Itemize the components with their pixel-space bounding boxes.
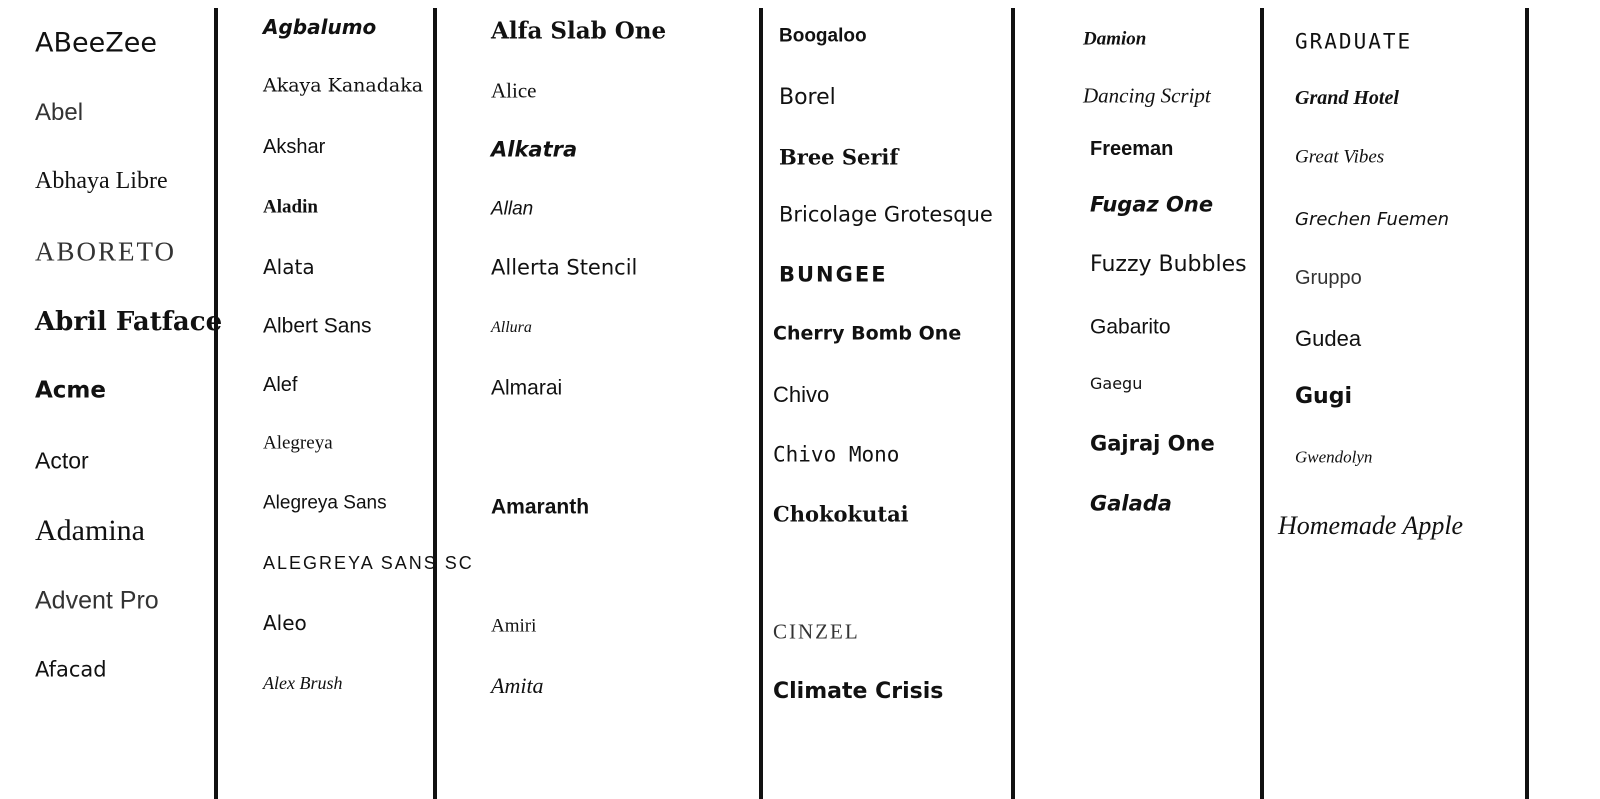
font-name-label: Dancing Script [1083, 83, 1211, 108]
font-name-label: Abril Fatface [35, 307, 223, 337]
font-name-label: Almarai [491, 376, 563, 400]
font-name-label: ABORETO [35, 236, 177, 267]
font-name-label: Boogaloo [779, 25, 867, 47]
font-name-label: Gugi [1295, 384, 1353, 409]
font-name-label: Amita [491, 673, 544, 698]
font-name-label: Allan [491, 198, 534, 220]
font-name-label: Gajraj One [1090, 431, 1215, 456]
font-name-label: Homemade Apple [1278, 511, 1464, 540]
column-divider [1260, 8, 1264, 799]
font-name-label: Albert Sans [263, 314, 372, 338]
font-name-label: Climate Crisis [773, 679, 944, 704]
font-name-label: Grechen Fuemen [1295, 209, 1450, 230]
font-name-label: Allura [491, 319, 532, 336]
font-name-label: Agbalumo [263, 15, 377, 39]
font-name-label: Amiri [491, 615, 537, 637]
column-divider [759, 8, 763, 799]
font-name-label: Alegreya Sans SC [263, 553, 474, 573]
font-name-label: Alice [491, 78, 537, 103]
font-name-label: Damion [1083, 28, 1147, 50]
font-name-label: Freeman [1090, 138, 1174, 160]
font-name-label: Chivo Mono [773, 442, 900, 467]
column-divider [1525, 8, 1529, 799]
font-name-label: BUNGEE [779, 262, 888, 287]
font-name-label: Chokokutai [773, 501, 909, 527]
font-name-label: ABeeZee [35, 27, 157, 59]
font-name-label: GRADUATE [1295, 29, 1413, 54]
font-name-label: Gabarito [1090, 315, 1171, 339]
font-name-label: Akaya Kanadaka [263, 74, 424, 97]
font-name-label: Amaranth [491, 495, 590, 519]
font-name-label: Acme [35, 377, 106, 404]
font-name-label: Abhaya Libre [35, 168, 168, 194]
font-name-label: Abel [35, 99, 84, 126]
font-name-label: Gwendolyn [1295, 447, 1373, 467]
column-divider [1011, 8, 1015, 799]
font-name-label: Aladin [263, 196, 318, 218]
font-name-label: Alata [263, 255, 315, 279]
font-name-label: Gudea [1295, 326, 1362, 351]
font-name-label: Gaegu [1090, 374, 1143, 393]
font-name-label: Bricolage Grotesque [779, 202, 993, 227]
font-name-label: Adamina [35, 514, 145, 547]
font-name-label: Gruppo [1295, 267, 1362, 289]
font-name-label: Advent Pro [35, 586, 159, 615]
font-name-label: Alfa Slab One [491, 17, 667, 45]
font-name-label: Aleo [263, 611, 307, 635]
font-name-label: Alegreya Sans [263, 492, 387, 514]
font-name-label: Alegreya [263, 432, 333, 454]
font-name-label: Fuzzy Bubbles [1090, 252, 1247, 277]
font-name-label: Alef [263, 374, 298, 396]
font-name-label: Borel [779, 85, 836, 110]
font-name-label: Actor [35, 447, 89, 474]
font-name-label: Allerta Stencil [491, 255, 638, 280]
font-name-label: CINZEL [773, 619, 860, 644]
font-name-label: Akshar [263, 136, 326, 158]
font-name-label: Cherry Bomb One [773, 322, 962, 345]
column-divider [433, 8, 437, 799]
font-name-label: Fugaz One [1090, 192, 1214, 217]
font-name-label: Chivo [773, 382, 830, 407]
font-name-label: Alex Brush [263, 673, 343, 693]
column-divider [214, 8, 218, 799]
font-name-label: Great Vibes [1295, 146, 1385, 168]
font-name-label: Galada [1090, 491, 1172, 516]
font-name-label: Afacad [35, 657, 107, 682]
font-name-label: Grand Hotel [1295, 87, 1399, 109]
font-name-label: Bree Serif [779, 144, 899, 170]
font-name-label: Alkatra [491, 137, 578, 162]
